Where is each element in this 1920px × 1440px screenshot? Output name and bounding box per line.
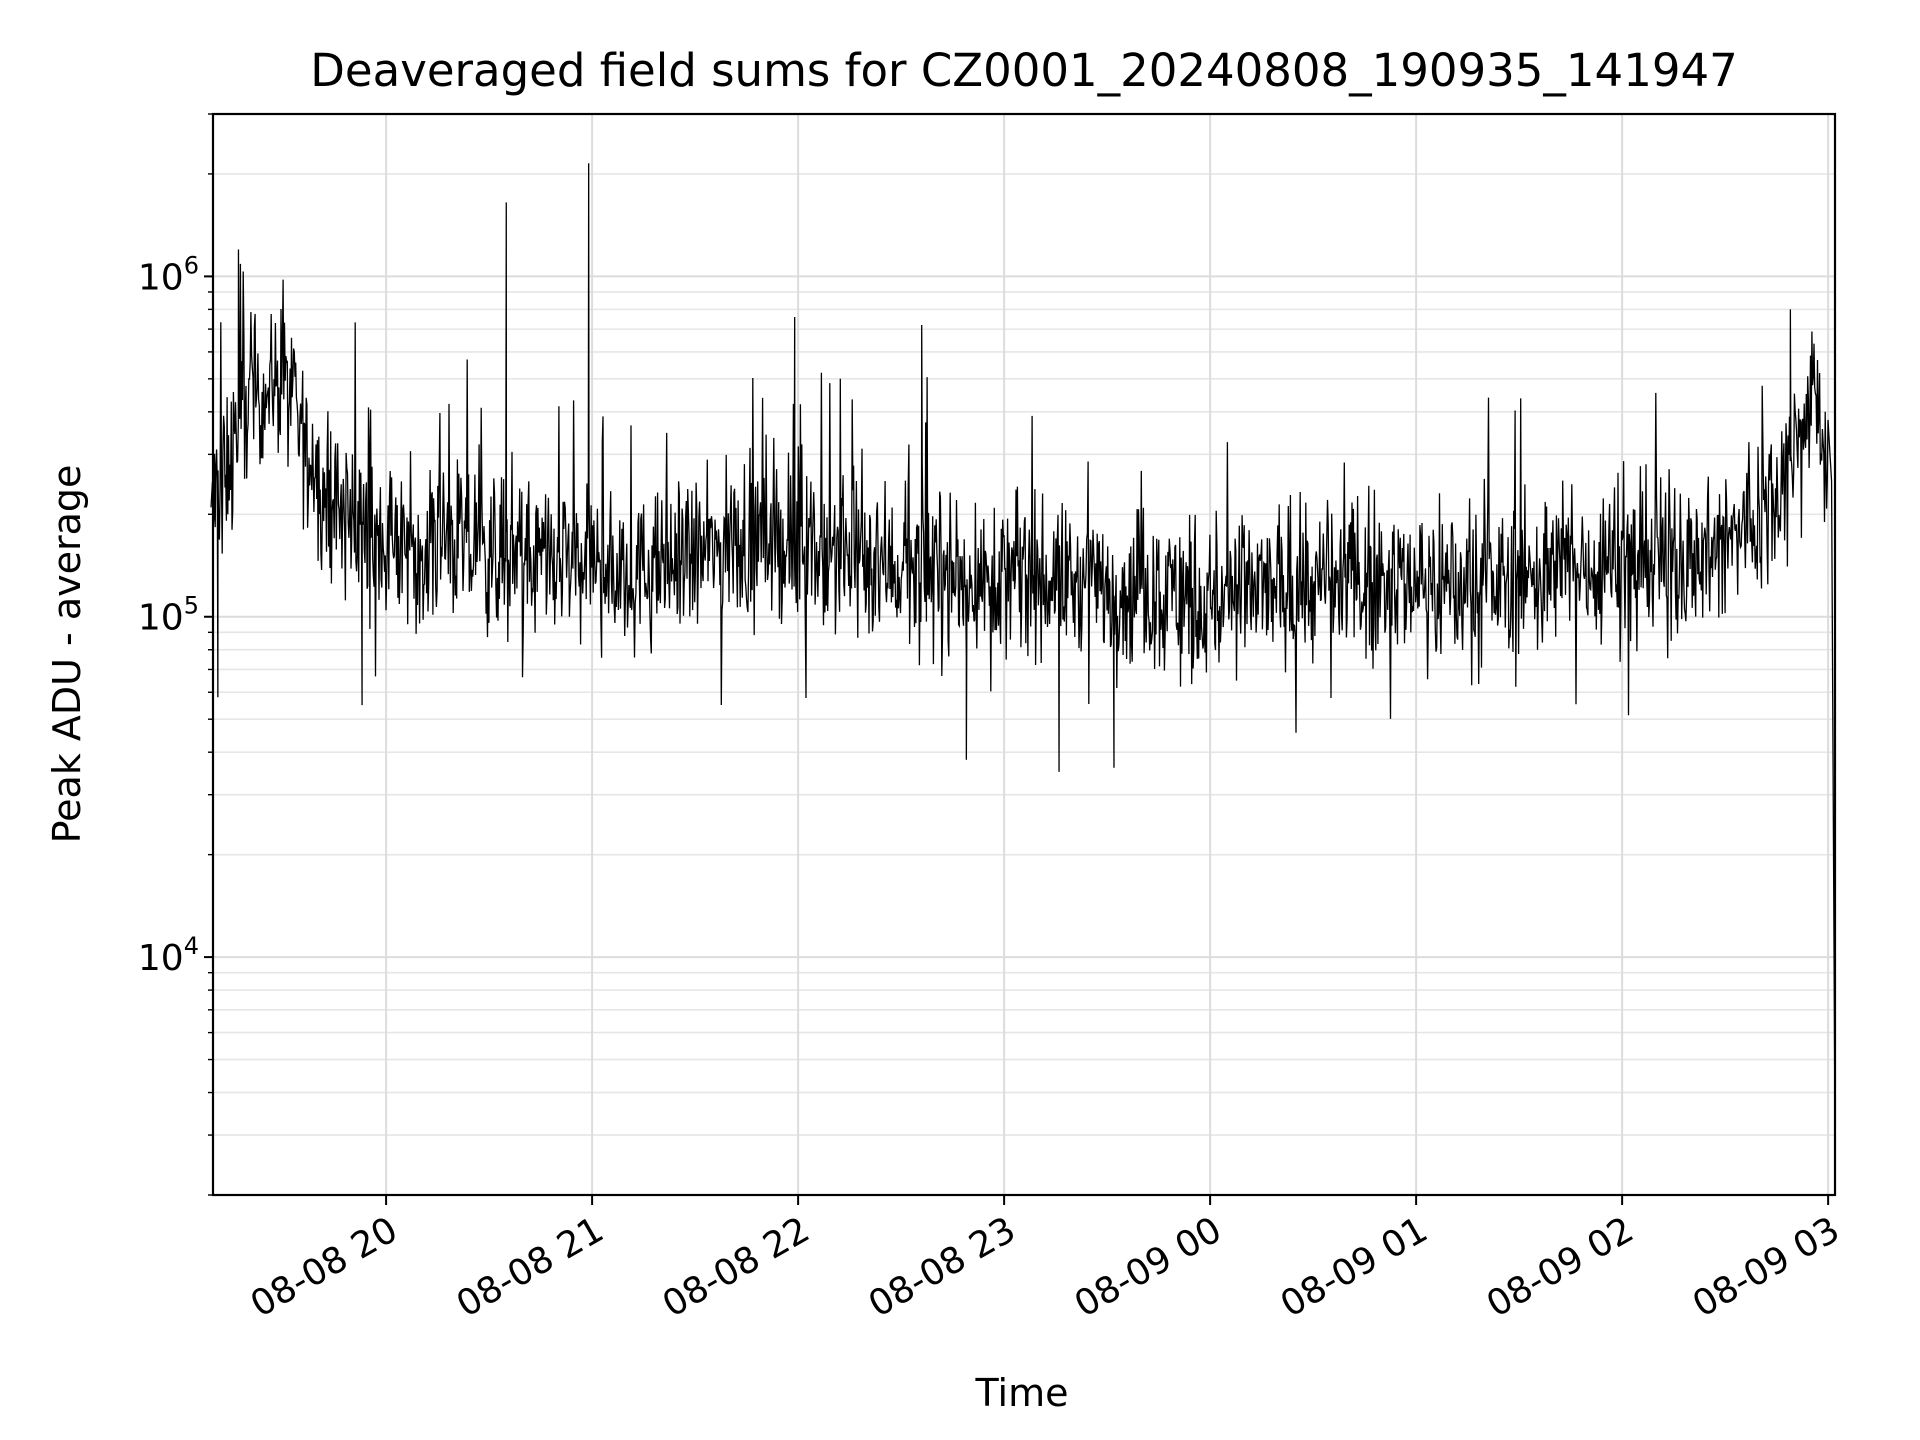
chart-title: Deaveraged field sums for CZ0001_2024080… [310, 44, 1737, 97]
grid [213, 113, 1835, 1196]
y-tick-label: 106 [138, 251, 199, 298]
series-line-0 [210, 163, 1836, 1136]
y-tick-label: 104 [138, 932, 199, 979]
series-layer [210, 163, 1836, 1136]
plot-frame [211, 112, 1837, 1197]
x-axis-label: Time [975, 1371, 1069, 1415]
y-tick-label: 105 [138, 592, 199, 639]
y-axis-label: Peak ADU - average [45, 465, 89, 844]
